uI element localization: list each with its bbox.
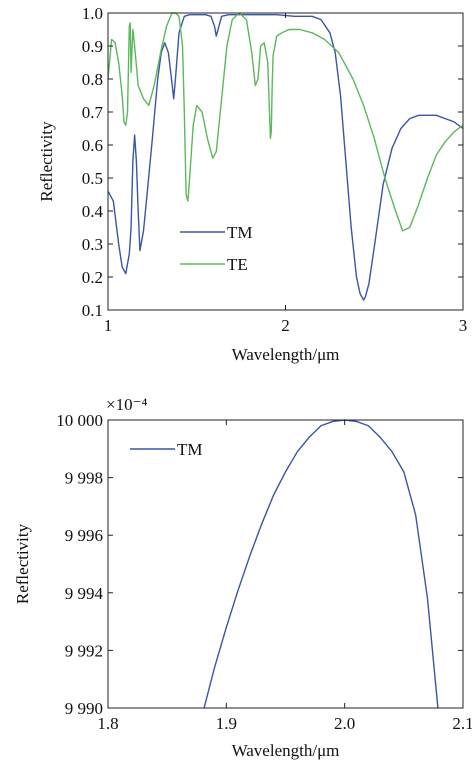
chart-top-series-group (107, 12, 464, 301)
y-tick-label: 0.3 (82, 235, 103, 254)
chart-bottom-y-ticks: 9 990 9 992 9 994 9 996 9 998 10 000 (56, 411, 463, 718)
chart-top-x-axis-label: Wavelength/μm (232, 345, 340, 364)
chart-bottom-scale-label: ×10⁻⁴ (106, 395, 148, 414)
y-tick-label: 9 998 (65, 469, 103, 488)
chart-bottom-y-axis-label: Reflectivity (13, 523, 32, 604)
y-tick-label: 9 994 (65, 584, 104, 603)
x-tick-label: 2 (281, 316, 290, 335)
x-tick-label: 3 (459, 316, 468, 335)
y-tick-label: 0.9 (82, 37, 103, 56)
chart-top-y-axis-label: Reflectivity (37, 121, 56, 202)
legend-label-tm: TM (227, 223, 253, 242)
y-tick-label: 0.5 (82, 169, 103, 188)
y-tick-label: 0.6 (82, 136, 103, 155)
x-tick-label: 1.8 (97, 714, 118, 733)
legend-label-tm: TM (177, 440, 203, 459)
y-tick-label: 1.0 (82, 4, 103, 23)
chart-top: 1 2 3 0.1 0.2 0.3 0.4 0.5 0.6 0.7 0.8 0.9 1.0 Wavel… (37, 4, 467, 364)
series-line-te-top (107, 12, 464, 232)
y-tick-label: 10 000 (56, 411, 103, 430)
y-tick-label: 9 996 (65, 526, 103, 545)
chart-bottom: 1.8 1.9 2.0 2.1 9 990 9 992 9 994 9 996 9 998 10… (13, 395, 472, 760)
y-tick-label: 0.4 (82, 202, 104, 221)
legend-label-te: TE (227, 255, 248, 274)
series-line-tm-top (107, 13, 464, 301)
chart-bottom-x-axis-label: Wavelength/μm (232, 741, 340, 760)
chart-bottom-frame (107, 419, 464, 709)
y-tick-label: 9 992 (65, 641, 103, 660)
x-tick-label: 2.1 (452, 714, 472, 733)
chart-bottom-x-ticks: 1.8 1.9 2.0 2.1 (97, 420, 472, 733)
y-tick-label: 0.1 (82, 301, 103, 320)
x-tick-label: 1 (104, 316, 113, 335)
y-tick-label: 0.2 (82, 268, 103, 287)
series-line-tm-bottom (203, 419, 439, 709)
y-tick-label: 0.7 (82, 103, 104, 122)
chart-top-y-ticks: 0.1 0.2 0.3 0.4 0.5 0.6 0.7 0.8 0.9 1.0 (82, 4, 463, 320)
chart-bottom-legend: TM (130, 440, 203, 459)
y-tick-label: 0.8 (82, 70, 103, 89)
x-tick-label: 1.9 (216, 714, 237, 733)
x-tick-label: 2.0 (334, 714, 355, 733)
chart-top-legend: TM TE (180, 223, 253, 274)
chart-top-x-ticks: 1 2 3 (104, 13, 468, 335)
y-tick-label: 9 990 (65, 699, 103, 718)
chart-bottom-series-group (203, 419, 439, 709)
